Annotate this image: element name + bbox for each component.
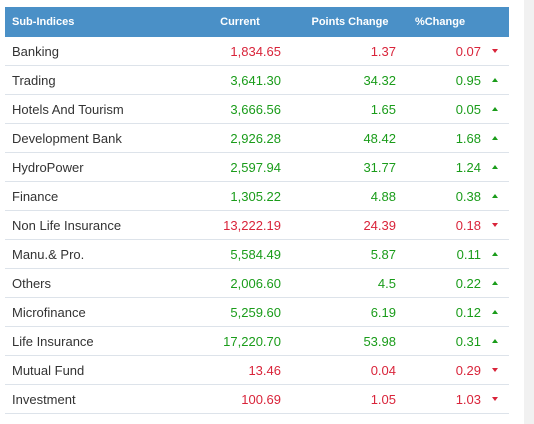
pct-change-value: 0.05: [455, 101, 481, 117]
pct-change-value: 0.95: [455, 72, 481, 88]
sub-index-name: Others: [12, 275, 52, 291]
sub-index-name: Life Insurance: [12, 333, 94, 349]
current-value: 1,834.65: [230, 43, 281, 59]
pct-change-value: 0.18: [455, 217, 481, 233]
points-change-value: 31.77: [363, 159, 396, 175]
points-change-value: 1.05: [370, 391, 396, 407]
pct-change-value: 1.68: [455, 130, 481, 146]
points-change-value: 1.65: [370, 101, 396, 117]
pct-change-value: 0.07: [455, 43, 481, 59]
pct-change-value: 0.31: [455, 333, 481, 349]
current-value: 100.69: [241, 391, 281, 407]
sub-index-name: Microfinance: [12, 304, 86, 320]
current-value: 17,220.70: [223, 333, 281, 349]
points-change-value: 4.88: [370, 188, 396, 204]
header-pct-change[interactable]: %Change: [414, 16, 466, 28]
points-change-value: 48.42: [363, 130, 396, 146]
sub-index-name: Investment: [12, 391, 76, 407]
sub-index-name: Trading: [12, 72, 56, 88]
header-points-change[interactable]: Points Change: [311, 16, 389, 28]
arrow-up-icon: [481, 165, 509, 169]
current-value: 2,926.28: [230, 130, 281, 146]
points-change-value: 6.19: [370, 304, 396, 320]
current-value: 1,305.22: [230, 188, 281, 204]
pct-change-value: 0.22: [455, 275, 481, 291]
current-value: 2,597.94: [230, 159, 281, 175]
table-row[interactable]: Life Insurance 17,220.70 53.98 0.31: [5, 327, 509, 356]
table-row[interactable]: Mutual Fund 13.46 0.04 0.29: [5, 356, 509, 385]
current-value: 5,584.49: [230, 246, 281, 262]
pct-change-value: 1.03: [455, 391, 481, 407]
points-change-value: 0.04: [370, 362, 396, 378]
table-row[interactable]: Banking 1,834.65 1.37 0.07: [5, 37, 509, 66]
sub-index-name: Finance: [12, 188, 59, 204]
sub-index-name: Hotels And Tourism: [12, 101, 124, 117]
current-value: 2,006.60: [230, 275, 281, 291]
table-row[interactable]: Non Life Insurance 13,222.19 24.39 0.18: [5, 211, 509, 240]
table-row[interactable]: Investment 100.69 1.05 1.03: [5, 385, 509, 414]
table-body: Banking 1,834.65 1.37 0.07 Trading 3,641.30 34…: [5, 37, 509, 414]
pct-change-value: 0.11: [456, 246, 481, 262]
arrow-down-icon: [481, 368, 509, 372]
sub-index-name: Development Bank: [12, 130, 122, 146]
arrow-up-icon: [481, 194, 509, 198]
current-value: 13.46: [248, 362, 281, 378]
table-header: Sub-Indices Current Points Change %Chang…: [5, 7, 509, 37]
arrow-up-icon: [481, 136, 509, 140]
pct-change-value: 0.38: [455, 188, 481, 204]
sub-index-name: Banking: [12, 43, 59, 59]
arrow-down-icon: [481, 223, 509, 227]
table-row[interactable]: Microfinance 5,259.60 6.19 0.12: [5, 298, 509, 327]
current-value: 5,259.60: [230, 304, 281, 320]
pct-change-value: 0.29: [455, 362, 481, 378]
arrow-up-icon: [481, 281, 509, 285]
sub-indices-table: Sub-Indices Current Points Change %Chang…: [5, 7, 509, 414]
points-change-value: 24.39: [363, 217, 396, 233]
sub-index-name: HydroPower: [12, 159, 84, 175]
points-change-value: 1.37: [370, 43, 396, 59]
points-change-value: 34.32: [363, 72, 396, 88]
points-change-value: 53.98: [363, 333, 396, 349]
table-row[interactable]: HydroPower 2,597.94 31.77 1.24: [5, 153, 509, 182]
current-value: 3,641.30: [230, 72, 281, 88]
arrow-down-icon: [481, 49, 509, 53]
table-row[interactable]: Finance 1,305.22 4.88 0.38: [5, 182, 509, 211]
arrow-up-icon: [481, 310, 509, 314]
scrollbar[interactable]: [524, 0, 534, 424]
table-row[interactable]: Development Bank 2,926.28 48.42 1.68: [5, 124, 509, 153]
current-value: 13,222.19: [223, 217, 281, 233]
arrow-up-icon: [481, 339, 509, 343]
arrow-up-icon: [481, 252, 509, 256]
arrow-up-icon: [481, 107, 509, 111]
table-row[interactable]: Hotels And Tourism 3,666.56 1.65 0.05: [5, 95, 509, 124]
current-value: 3,666.56: [230, 101, 281, 117]
arrow-down-icon: [481, 397, 509, 401]
table-row[interactable]: Others 2,006.60 4.5 0.22: [5, 269, 509, 298]
pct-change-value: 1.24: [455, 159, 481, 175]
points-change-value: 5.87: [370, 246, 396, 262]
sub-index-name: Mutual Fund: [12, 362, 85, 378]
pct-change-value: 0.12: [455, 304, 481, 320]
points-change-value: 4.5: [377, 275, 396, 291]
arrow-up-icon: [481, 78, 509, 82]
sub-index-name: Non Life Insurance: [12, 217, 122, 233]
header-current[interactable]: Current: [220, 16, 260, 28]
header-sub-indices[interactable]: Sub-Indices: [12, 16, 75, 28]
table-row[interactable]: Manu.& Pro. 5,584.49 5.87 0.11: [5, 240, 509, 269]
table-row[interactable]: Trading 3,641.30 34.32 0.95: [5, 66, 509, 95]
sub-index-name: Manu.& Pro.: [12, 246, 85, 262]
